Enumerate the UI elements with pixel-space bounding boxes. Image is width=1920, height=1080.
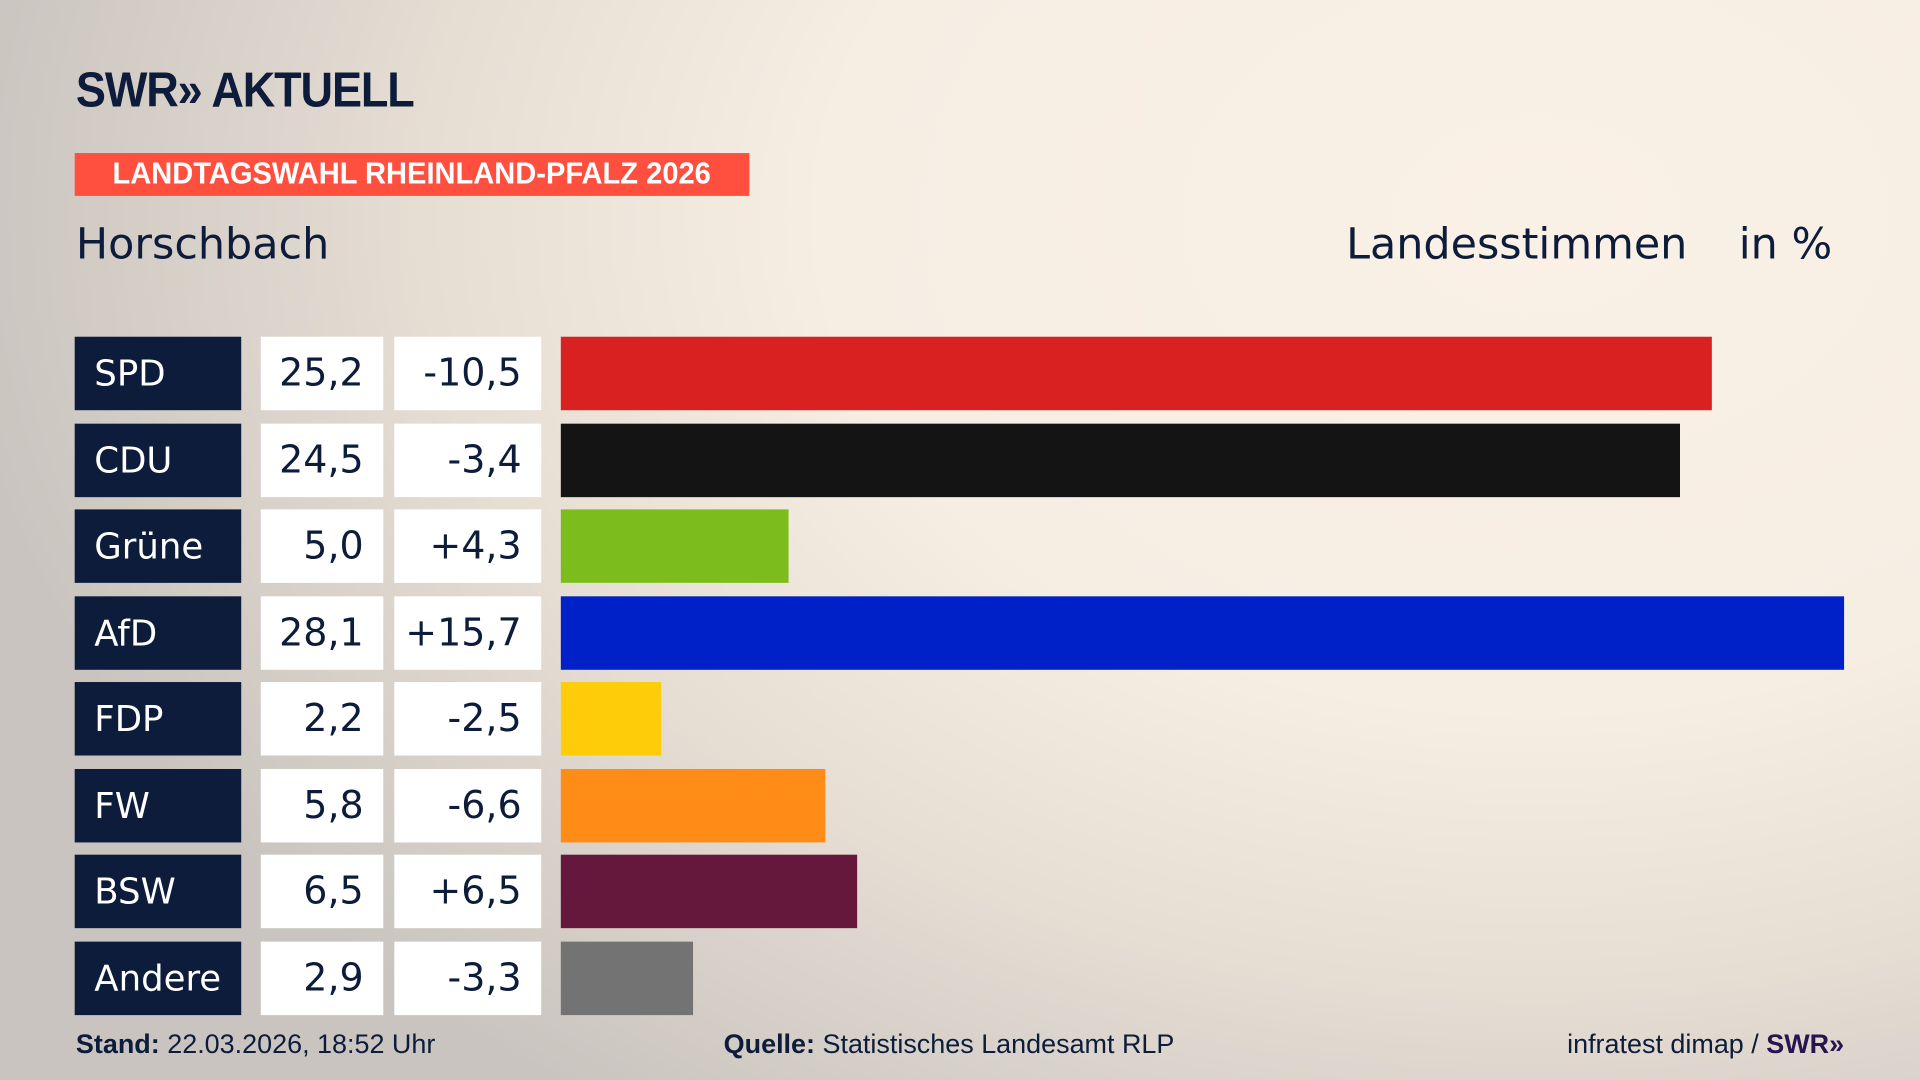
party-label: FDP <box>74 682 242 756</box>
party-label: CDU <box>74 423 242 497</box>
value-label: 6,5 <box>260 854 384 929</box>
diff-label: -3,3 <box>394 941 542 1015</box>
value-label: 5,0 <box>260 509 384 583</box>
diff-label: -2,5 <box>394 682 542 756</box>
value-label: 28,1 <box>260 595 384 670</box>
metric-label: Landesstimmen <box>1346 220 1688 270</box>
bar-andere <box>560 941 694 1015</box>
diff-label: -3,4 <box>394 423 542 497</box>
diff-label: +6,5 <box>394 854 542 929</box>
bar-fdp <box>560 682 662 756</box>
bar-grüne <box>560 509 790 583</box>
party-label: BSW <box>74 854 242 929</box>
value-label: 2,9 <box>260 941 384 1015</box>
party-label: Grüne <box>74 509 242 583</box>
bar-bsw <box>560 854 858 929</box>
place-title: Horschbach <box>75 220 330 270</box>
election-banner: LANDTAGSWAHL RHEINLAND-PFALZ 2026 <box>74 153 750 196</box>
bar-cdu <box>560 423 1680 497</box>
party-label: SPD <box>74 336 242 411</box>
diff-label: -6,6 <box>394 768 542 842</box>
unit-label: in % <box>1738 220 1833 270</box>
value-label: 5,8 <box>260 768 384 842</box>
credit: infratest dimap / SWR» <box>1567 1028 1845 1060</box>
party-label: Andere <box>74 941 242 1015</box>
diff-label: +4,3 <box>394 509 542 583</box>
party-label: FW <box>74 768 242 842</box>
diff-label: -10,5 <box>394 336 542 411</box>
value-label: 2,2 <box>260 682 384 756</box>
bar-afd <box>560 595 1845 670</box>
bar-spd <box>560 336 1712 411</box>
value-label: 25,2 <box>260 336 384 411</box>
diff-label: +15,7 <box>394 595 542 670</box>
bar-fw <box>560 768 826 842</box>
source: Quelle: Statistisches Landesamt RLP <box>723 1028 1175 1060</box>
value-label: 24,5 <box>260 423 384 497</box>
swr-aktuell-logo: SWR» AKTUELL <box>75 63 415 118</box>
party-label: AfD <box>74 595 242 670</box>
timestamp: Stand: 22.03.2026, 18:52 Uhr <box>75 1028 436 1060</box>
